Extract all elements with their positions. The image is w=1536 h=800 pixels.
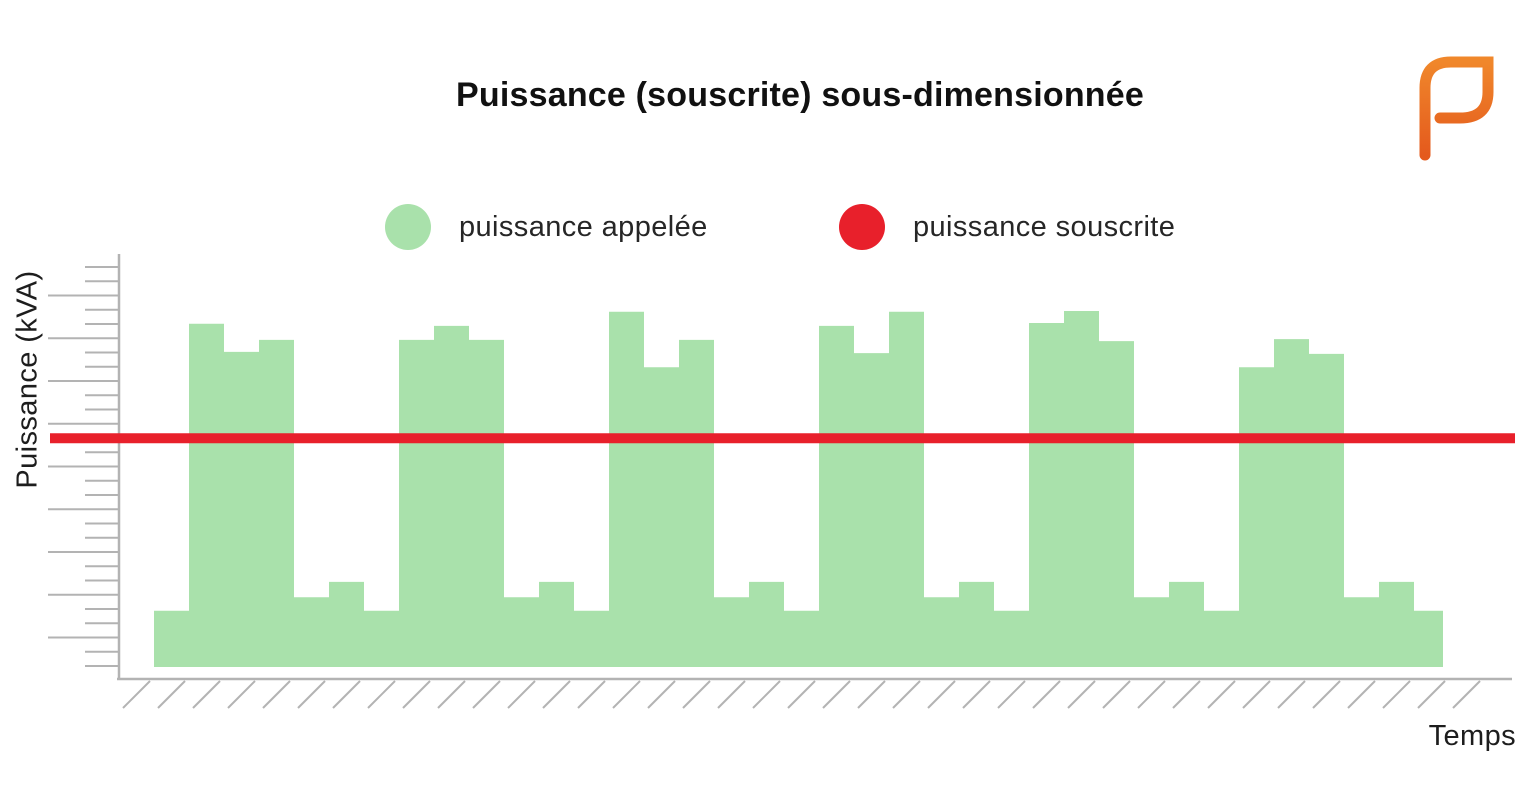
legend-dot-red [839,204,885,250]
y-axis-ticks [48,266,119,667]
axes-lines [117,254,1512,681]
legend-item-puissance-appelee: puissance appelée [385,204,708,250]
p-leaf-logo-icon [1392,56,1494,161]
legend-dot-green [385,204,431,250]
legend-item-puissance-souscrite: puissance souscrite [839,204,1175,250]
y-axis-label: Puissance (kVA) [11,270,44,489]
x-axis-hatching [122,680,1481,709]
x-axis-label: Temps [1428,720,1516,752]
legend-label-puissance-souscrite: puissance souscrite [913,210,1176,243]
legend-label-puissance-appelee: puissance appelée [459,210,708,243]
puissance-appelee-area [154,311,1443,667]
chart-title: Puissance (souscrite) sous-dimensionnée [456,76,1144,114]
